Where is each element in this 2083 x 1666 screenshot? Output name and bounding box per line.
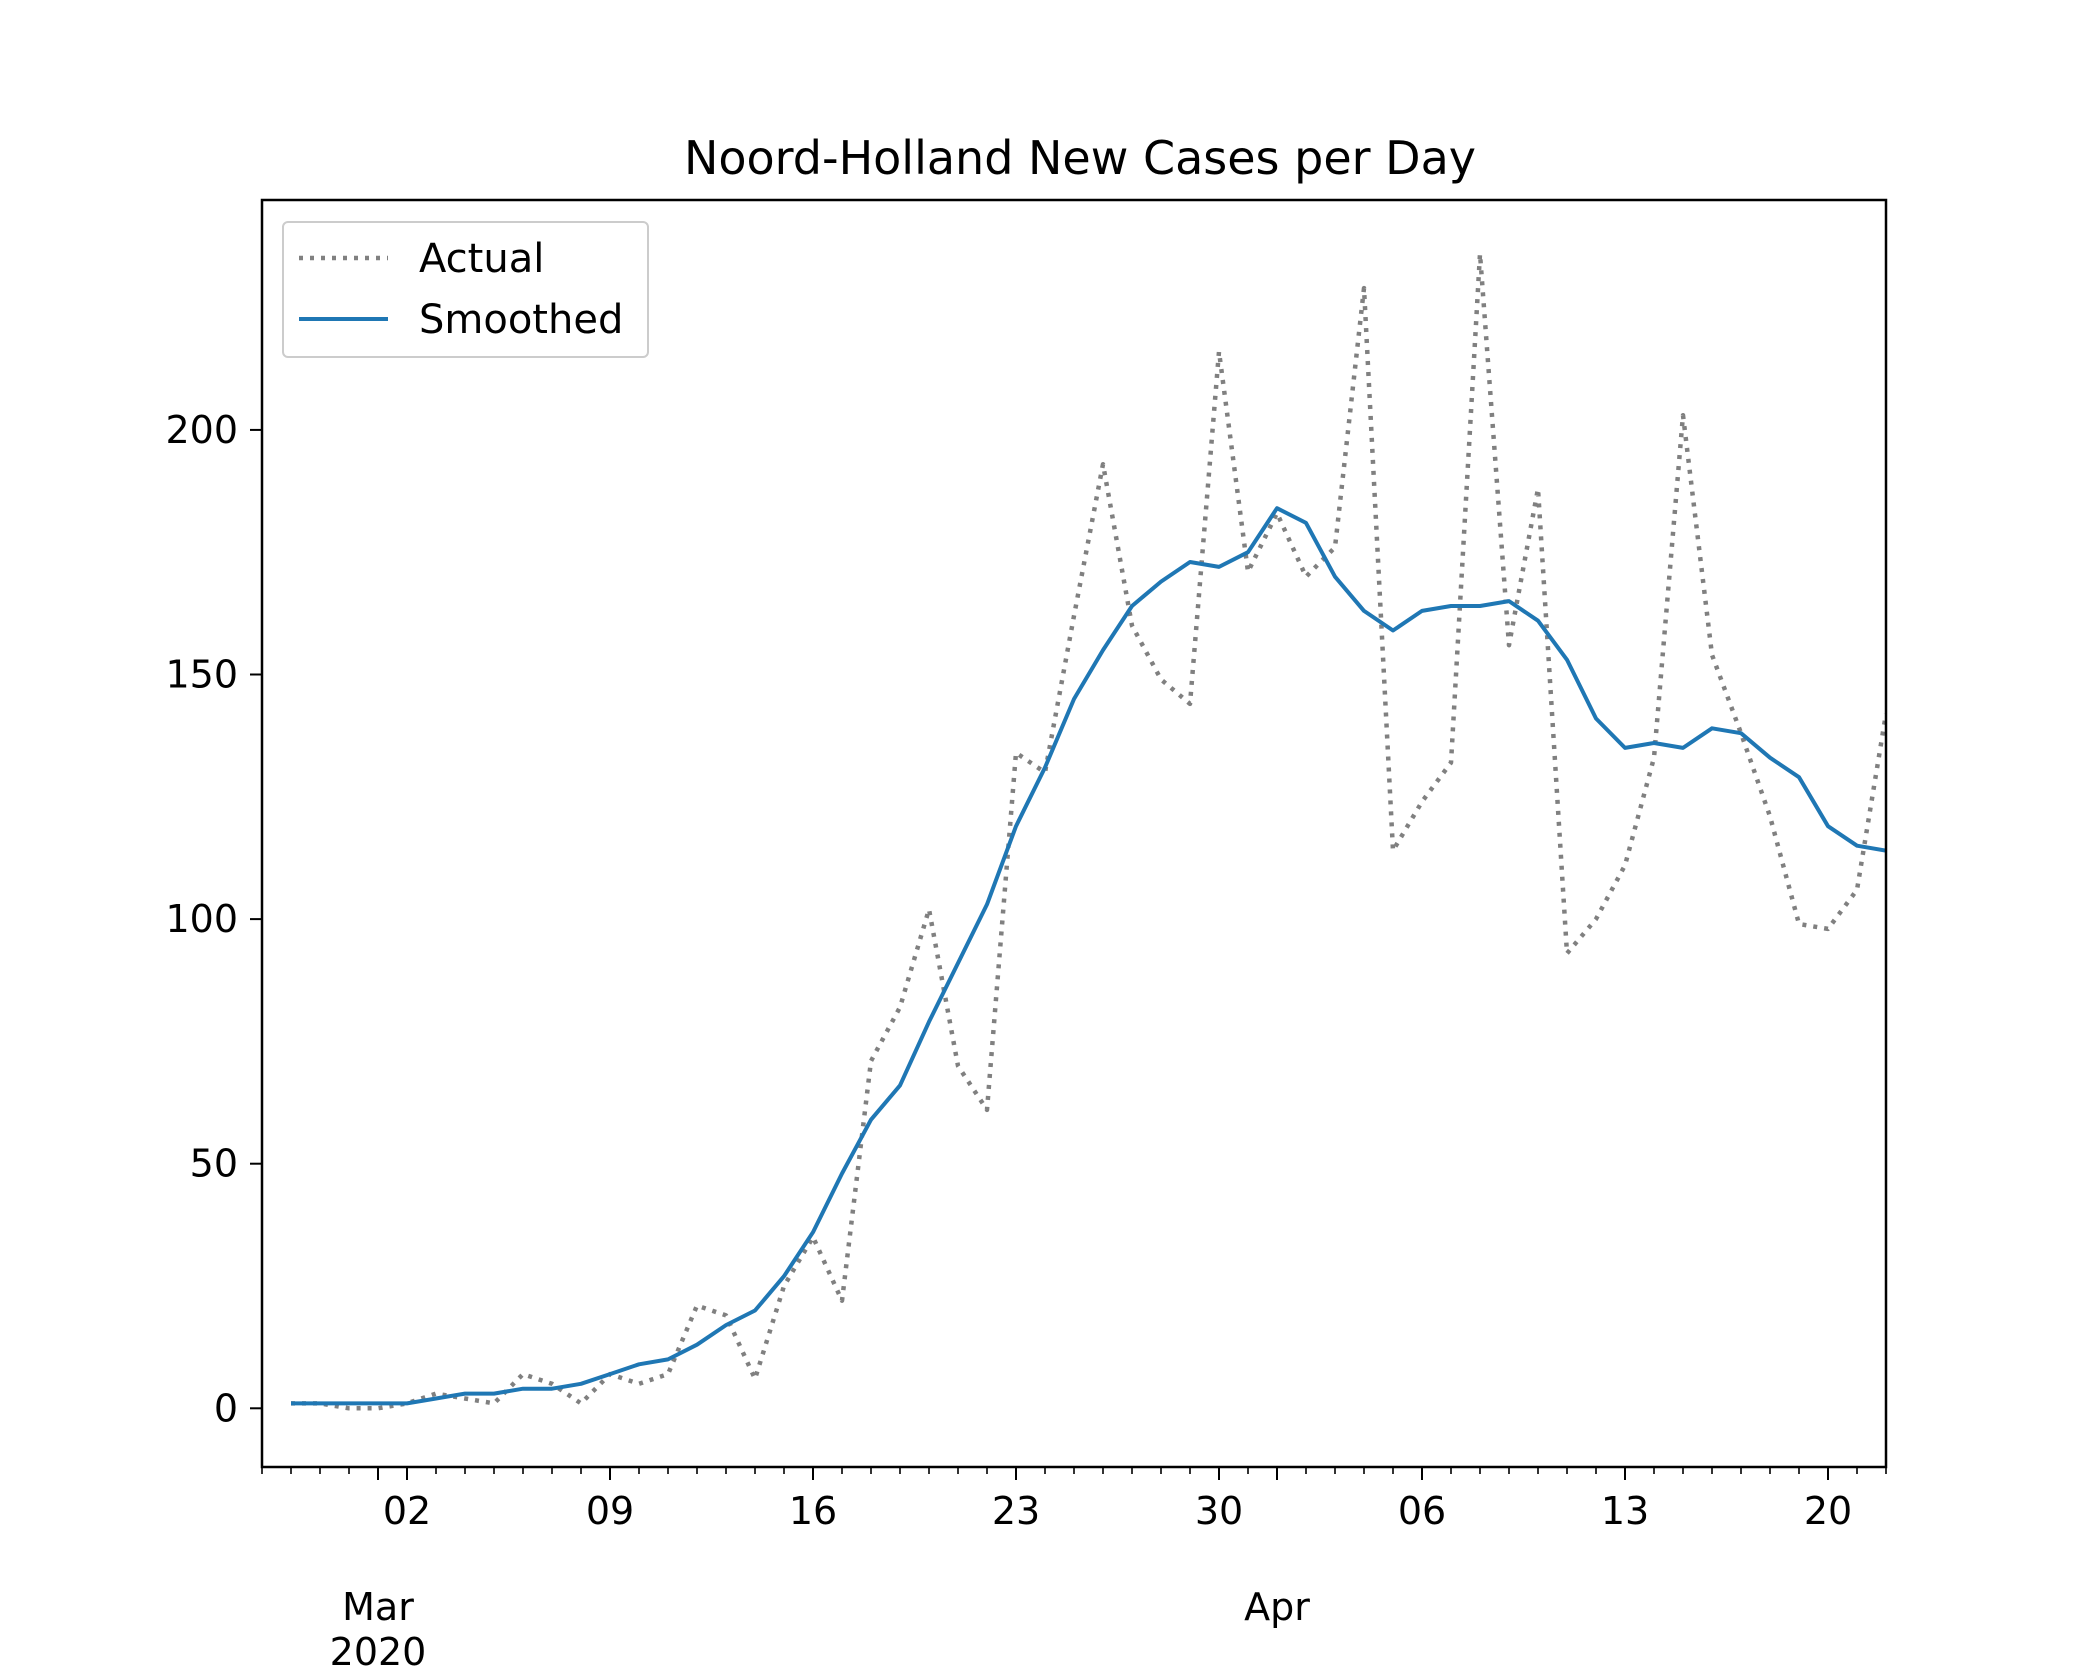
y-tick-label: 0 <box>214 1386 238 1430</box>
x-tick-label: 02 <box>383 1489 431 1533</box>
series-line-smoothed <box>291 506 1886 1406</box>
x-tick-label: 23 <box>992 1489 1040 1533</box>
series-line-actual <box>291 251 1886 1411</box>
y-tick-label: 150 <box>165 653 238 697</box>
x-tick-label: 06 <box>1398 1489 1446 1533</box>
y-tick-label: 50 <box>190 1142 238 1186</box>
y-tick-label: 200 <box>165 408 238 452</box>
x-year-label: 2020 <box>330 1630 427 1666</box>
x-month-label: Mar <box>342 1585 414 1629</box>
chart-legend: Actual Smoothed <box>282 221 649 358</box>
legend-label-actual: Actual <box>419 236 544 282</box>
x-tick-label: 09 <box>586 1489 634 1533</box>
x-tick-label: 13 <box>1601 1489 1649 1533</box>
chart-title: Noord-Holland New Cases per Day <box>684 131 1476 185</box>
x-tick-label: 20 <box>1804 1489 1852 1533</box>
legend-label-smoothed: Smoothed <box>419 297 623 343</box>
x-tick-label: 30 <box>1195 1489 1243 1533</box>
legend-box <box>282 221 649 358</box>
y-tick-label: 100 <box>165 897 238 941</box>
plot-area <box>291 251 1886 1411</box>
x-month-label: Apr <box>1244 1585 1310 1629</box>
x-tick-label: 16 <box>789 1489 837 1533</box>
